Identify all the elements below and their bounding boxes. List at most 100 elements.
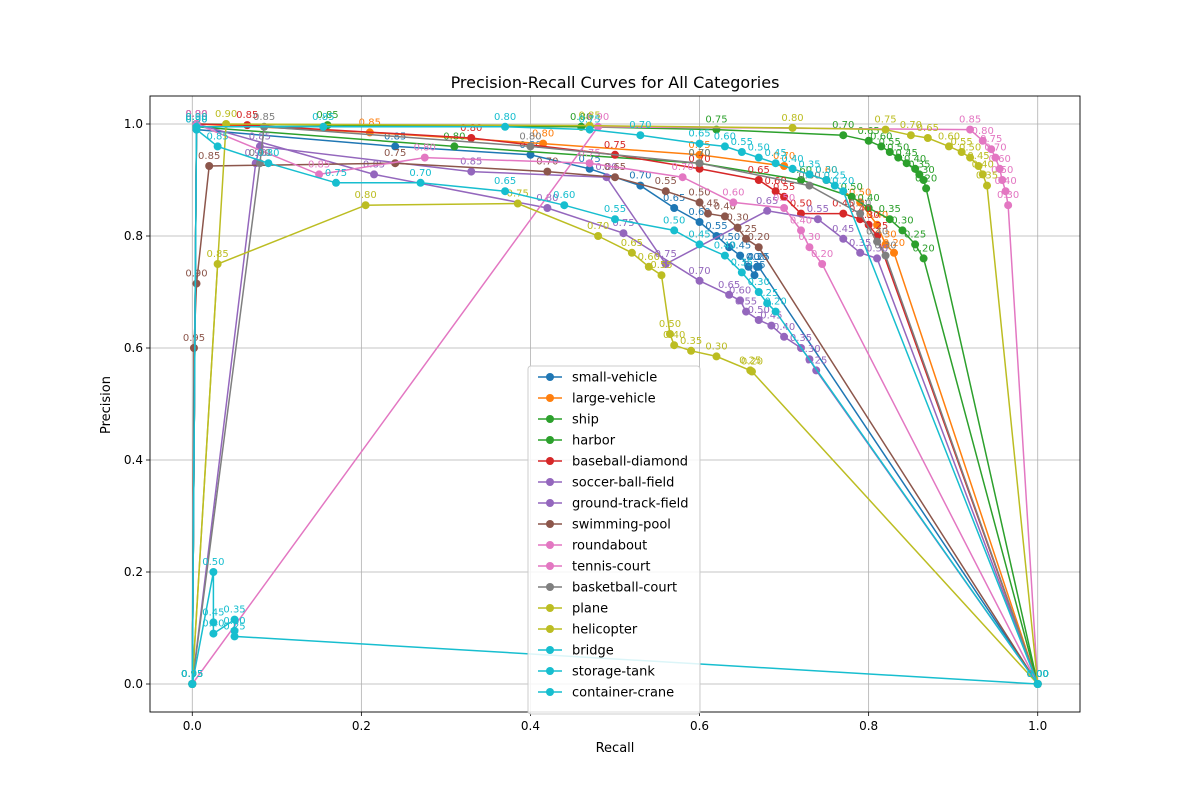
- threshold-label: 0.70: [832, 120, 854, 131]
- data-point-helicopter: [361, 201, 370, 210]
- threshold-label: 0.30: [223, 616, 245, 627]
- legend-marker: [546, 478, 554, 486]
- threshold-label: 0.40: [866, 210, 888, 221]
- threshold-label: 0.80: [519, 131, 541, 142]
- threshold-label: 0.90: [185, 109, 207, 120]
- threshold-label: 0.60: [765, 176, 787, 187]
- data-point-tennis-court: [991, 153, 1000, 162]
- data-point-bridge: [264, 159, 273, 168]
- data-point-small-vehicle: [744, 262, 753, 271]
- data-point-baseball-diamond: [771, 187, 780, 196]
- data-point-harbor: [864, 204, 873, 212]
- legend-label: plane: [572, 602, 608, 617]
- data-point-tennis-court: [978, 136, 987, 145]
- threshold-label: 0.90: [185, 109, 207, 120]
- data-point-baseball-diamond: [695, 164, 704, 173]
- data-point-swimming-pool: [720, 212, 729, 221]
- data-point-tennis-court: [1004, 201, 1013, 210]
- data-point-swimming-pool: [192, 279, 201, 288]
- threshold-label: 0.65: [917, 123, 939, 134]
- threshold-label: 0.40: [904, 154, 926, 165]
- data-point-swimming-pool: [205, 162, 214, 170]
- threshold-label: 0.45: [760, 311, 782, 322]
- threshold-label: 0.85: [359, 117, 381, 128]
- threshold-label: 0.40: [663, 330, 685, 341]
- threshold-label: 0.50: [202, 557, 224, 568]
- threshold-label: 0.00: [1027, 669, 1049, 680]
- threshold-label: 0.75: [579, 148, 601, 159]
- data-point-roundabout: [818, 260, 827, 268]
- legend-label: basketball-court: [572, 581, 677, 596]
- data-point-bridge: [560, 201, 569, 210]
- threshold-label: 0.90: [587, 112, 609, 123]
- threshold-label: 0.25: [223, 621, 245, 632]
- threshold-label: 0.80: [595, 162, 617, 173]
- data-point-soccer-ball-field: [742, 307, 751, 316]
- data-point-swimming-pool: [754, 243, 763, 252]
- threshold-label: 0.40: [790, 215, 812, 226]
- data-point-plane: [906, 131, 915, 140]
- data-point-soccer-ball-field: [543, 204, 552, 212]
- data-point-storage-tank: [501, 122, 510, 131]
- threshold-label: 0.75: [612, 218, 634, 229]
- data-point-swimming-pool: [742, 234, 751, 243]
- legend-marker: [546, 457, 554, 465]
- threshold-label: 0.60: [815, 165, 837, 176]
- data-point-soccer-ball-field: [736, 296, 745, 305]
- threshold-label: 0.50: [773, 193, 795, 204]
- data-point-basketball-court: [695, 159, 704, 168]
- threshold-label: 0.55: [655, 176, 677, 187]
- data-point-storage-tank: [319, 122, 328, 131]
- threshold-label: 0.65: [718, 280, 740, 291]
- threshold-label: 0.75: [325, 168, 347, 179]
- data-point-roundabout: [780, 204, 789, 212]
- threshold-label: 0.85: [460, 157, 482, 168]
- data-point-ship: [864, 136, 873, 145]
- legend-item-basketball-court: basketball-court: [538, 581, 677, 596]
- threshold-label: 0.75: [705, 115, 727, 126]
- data-point-bridge: [695, 240, 704, 249]
- threshold-label: 0.70: [629, 171, 651, 182]
- y-tick-label: 0.4: [124, 453, 143, 467]
- threshold-label: 0.40: [972, 159, 994, 170]
- threshold-label: 0.50: [841, 182, 863, 193]
- data-point-storage-tank: [737, 148, 746, 156]
- legend-marker: [546, 436, 554, 444]
- y-tick-label: 1.0: [124, 117, 143, 131]
- threshold-label: 0.40: [773, 322, 795, 333]
- data-point-storage-tank: [585, 125, 594, 134]
- data-point-plane: [222, 120, 231, 128]
- threshold-label: 0.25: [739, 355, 761, 366]
- threshold-label: 0.80: [972, 126, 994, 137]
- data-point-soccer-ball-field: [619, 229, 628, 238]
- legend-item-ground-track-field: ground-track-field: [538, 497, 689, 512]
- threshold-label: 0.30: [798, 344, 820, 355]
- data-point-plane: [978, 170, 987, 179]
- threshold-label: 0.50: [688, 187, 710, 198]
- legend-label: small-vehicle: [572, 371, 657, 386]
- threshold-label: 0.95: [183, 333, 205, 344]
- legend-item-tennis-court: tennis-court: [538, 560, 650, 575]
- x-tick-label: 0.2: [352, 719, 371, 733]
- threshold-label: 0.30: [997, 190, 1019, 201]
- legend-item-plane: plane: [538, 602, 608, 617]
- x-tick-label: 0.4: [521, 719, 540, 733]
- threshold-label: 0.45: [202, 607, 224, 618]
- data-point-bridge: [754, 288, 763, 296]
- data-point-ship: [902, 159, 911, 168]
- data-point-container-crane: [209, 568, 218, 576]
- threshold-label: 0.25: [866, 221, 888, 232]
- data-point-roundabout: [805, 243, 814, 252]
- threshold-label: 0.30: [891, 215, 913, 226]
- threshold-label: 0.85: [316, 110, 338, 121]
- threshold-label: 0.35: [976, 171, 998, 182]
- threshold-label: 0.45: [697, 199, 719, 210]
- data-point-helicopter: [644, 262, 653, 271]
- threshold-label: 0.50: [849, 187, 871, 198]
- legend-item-small-vehicle: small-vehicle: [538, 371, 657, 386]
- data-point-bridge: [416, 178, 425, 187]
- legend-label: soccer-ball-field: [572, 476, 674, 491]
- threshold-label: 0.55: [773, 182, 795, 193]
- data-point-roundabout: [729, 198, 738, 207]
- data-point-ship: [839, 131, 848, 140]
